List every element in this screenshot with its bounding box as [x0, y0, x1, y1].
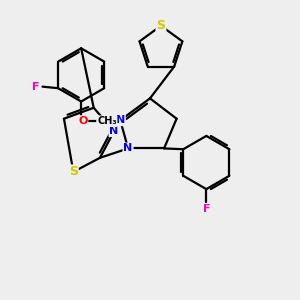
- Text: S: S: [69, 165, 78, 178]
- Text: F: F: [202, 204, 210, 214]
- Text: N: N: [110, 126, 118, 136]
- Text: S: S: [157, 19, 166, 32]
- Text: N: N: [124, 143, 133, 153]
- Text: O: O: [78, 116, 87, 126]
- Text: CH₃: CH₃: [97, 116, 117, 126]
- Text: N: N: [116, 115, 125, 125]
- Text: F: F: [32, 82, 39, 92]
